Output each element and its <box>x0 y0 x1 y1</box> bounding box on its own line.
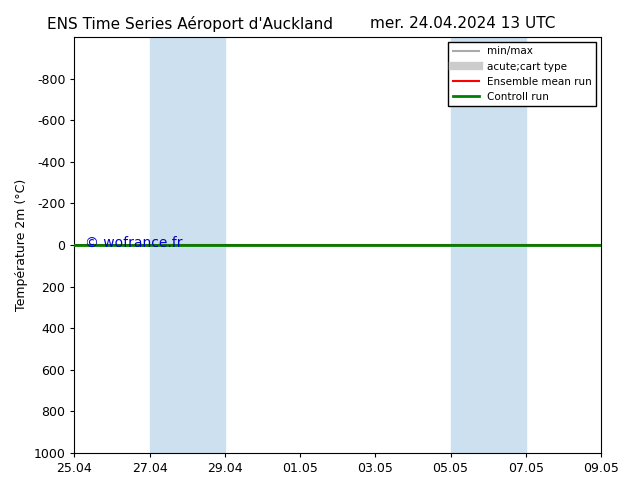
Bar <box>150 37 225 453</box>
Text: ENS Time Series Aéroport d'Auckland: ENS Time Series Aéroport d'Auckland <box>47 16 333 32</box>
Y-axis label: Température 2m (°C): Température 2m (°C) <box>15 179 28 311</box>
Text: mer. 24.04.2024 13 UTC: mer. 24.04.2024 13 UTC <box>370 16 555 31</box>
Bar <box>451 37 526 453</box>
Text: © wofrance.fr: © wofrance.fr <box>85 236 183 250</box>
Legend: min/max, acute;cart type, Ensemble mean run, Controll run: min/max, acute;cart type, Ensemble mean … <box>448 42 596 106</box>
